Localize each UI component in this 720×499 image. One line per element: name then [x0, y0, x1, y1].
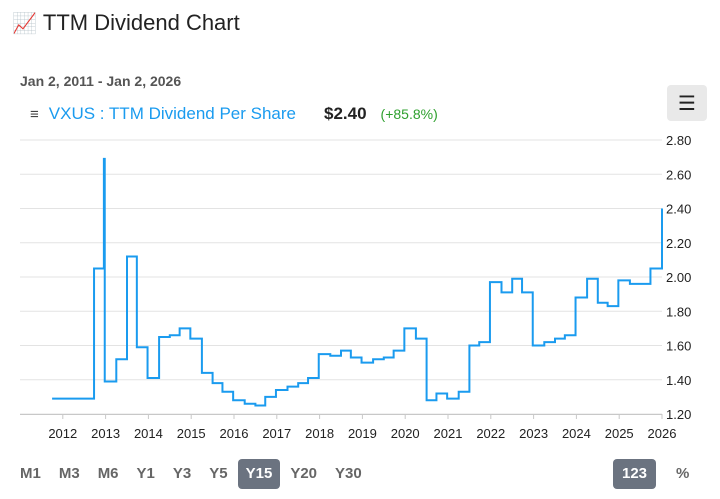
- legend-series-label[interactable]: VXUS : TTM Dividend Per Share: [48, 104, 296, 123]
- x-tick-label: 2018: [305, 426, 334, 441]
- range-button-y15[interactable]: Y15: [237, 459, 281, 489]
- x-tick-label: 2021: [434, 426, 463, 441]
- dividend-chart: 1.20 1.40 1.60 1.80 2.00 2.20 2.40 2.60 2.80 2012…: [20, 133, 691, 441]
- x-tick-label: 2026: [648, 426, 677, 441]
- current-value: $2.40: [324, 104, 367, 123]
- range-button-m6[interactable]: M6: [97, 465, 119, 482]
- value-mode-button[interactable]: 123: [613, 459, 657, 489]
- x-tick-label: 2015: [177, 426, 206, 441]
- series-line: [52, 157, 663, 407]
- x-tick-label: 2025: [605, 426, 634, 441]
- range-button-m3[interactable]: M3: [58, 465, 80, 482]
- page-title: 📈 TTM Dividend Chart: [12, 10, 240, 36]
- x-tick-label: 2019: [348, 426, 377, 441]
- x-tick-label: 2022: [476, 426, 505, 441]
- y-tick-label: 2.20: [666, 236, 691, 251]
- range-selector: M1 M3 M6 Y1 Y3 Y5 Y15 Y20 Y30: [12, 459, 372, 489]
- y-tick-label: 1.20: [666, 407, 691, 422]
- range-button-m1[interactable]: M1: [20, 465, 41, 482]
- x-tick-label: 2016: [220, 426, 249, 441]
- y-tick-label: 1.80: [666, 304, 691, 319]
- y-tick-label: 2.00: [666, 270, 691, 285]
- y-tick-label: 1.40: [666, 373, 691, 388]
- percent-mode-button[interactable]: %: [676, 465, 690, 482]
- legend-menu-icon[interactable]: ≡: [30, 105, 39, 123]
- x-tick-label: 2024: [562, 426, 591, 441]
- x-tick-label: 2012: [48, 426, 77, 441]
- change-percent: (+85.8%): [380, 106, 438, 122]
- x-tick-label: 2014: [134, 426, 163, 441]
- y-tick-label: 2.40: [666, 202, 691, 217]
- chart-legend[interactable]: ≡ VXUS : TTM Dividend Per Share $2.40 (+…: [30, 104, 438, 124]
- x-tick-label: 2017: [262, 426, 291, 441]
- x-tick-label: 2020: [391, 426, 420, 441]
- y-tick-label: 1.60: [666, 339, 691, 354]
- date-range: Jan 2, 2011 - Jan 2, 2026: [20, 73, 182, 89]
- page-title-text: TTM Dividend Chart: [42, 10, 240, 35]
- range-button-y3[interactable]: Y3: [172, 465, 192, 482]
- chart-menu-button[interactable]: ☰: [667, 85, 707, 121]
- hamburger-icon: ☰: [678, 92, 696, 115]
- x-tick-label: 2023: [519, 426, 548, 441]
- chart-increasing-icon: 📈: [12, 12, 37, 35]
- x-tick-label: 2013: [91, 426, 120, 441]
- y-tick-label: 2.60: [666, 167, 691, 182]
- range-button-y20[interactable]: Y20: [290, 465, 318, 482]
- range-button-y1[interactable]: Y1: [136, 465, 155, 482]
- y-tick-label: 2.80: [666, 133, 691, 148]
- range-button-y5[interactable]: Y5: [209, 465, 228, 482]
- range-button-y30[interactable]: Y30: [335, 465, 362, 482]
